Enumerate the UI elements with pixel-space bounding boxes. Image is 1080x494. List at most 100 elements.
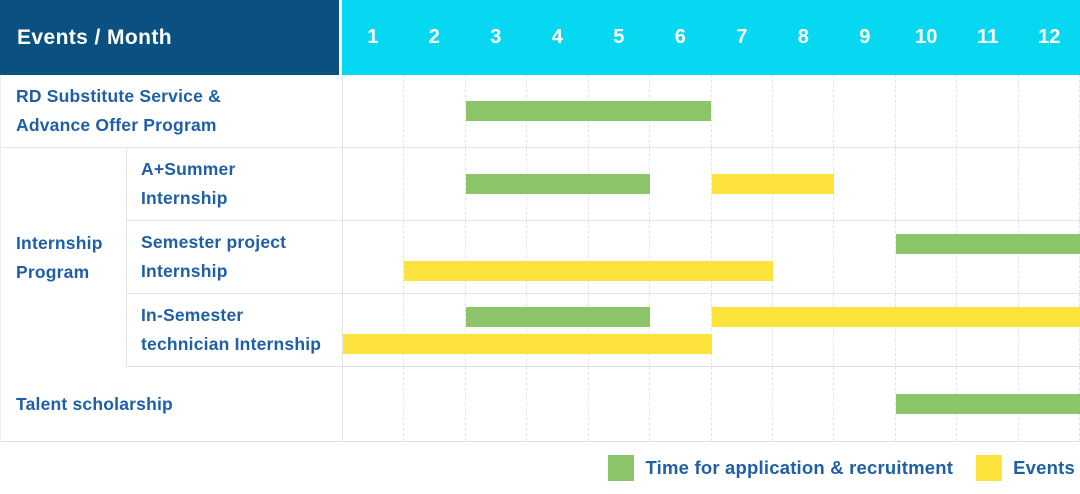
label-line: Internship [141,188,228,208]
month-gridline-cell [1019,221,1080,293]
application-period-bar [465,174,651,194]
month-gridline-cell [834,148,896,220]
label-line: Program [16,261,90,282]
month-gridline-cell [404,75,466,147]
month-gridline-cell [404,148,466,220]
label-line: Internship [16,232,103,253]
row-timeline [343,75,1080,147]
table-row: In-Semester technician Internship [127,294,1080,367]
row-label: Talent scholarship [1,367,343,441]
month-gridline-cell [773,221,835,293]
row-group-internship-program: Internship Program A+Summer Internship Semes… [1,148,1080,367]
month-gridline-cell [773,367,835,441]
row-label: In-Semester technician Internship [127,294,343,366]
month-gridline-cell [466,367,528,441]
month-header-cell: 7 [736,26,748,48]
legend-label-events: Events [1013,457,1075,478]
month-gridline-cell [343,221,405,293]
row-timeline [343,367,1080,441]
legend: Time for application & recruitment Event… [0,442,1080,494]
table-body: RD Substitute Service & Advance Offer Pro… [0,75,1080,442]
table-row: A+Summer Internship [127,148,1080,221]
month-gridline-cell [527,221,589,293]
month-gridline-cell [773,75,835,147]
row-timeline [343,221,1080,293]
application-period-bar [895,234,1080,254]
month-gridline-cell [1019,294,1080,366]
label-line: Talent scholarship [16,393,173,414]
event-period-bar [343,334,712,354]
month-gridline-cell [343,367,405,441]
month-gridline-cell [834,367,896,441]
month-gridline-cell [896,148,958,220]
month-header-cell: 2 [428,26,440,48]
label-line: Internship [141,261,228,281]
table-row: Semester project Internship [127,221,1080,294]
legend-swatch-events [976,455,1003,481]
month-gridline-cell [466,221,528,293]
month-gridline-cell [712,367,773,441]
month-gridline-cell [404,367,466,441]
row-label: A+Summer Internship [127,148,343,220]
month-gridline-cell [712,221,773,293]
month-header-cell: 1 [367,26,379,48]
event-period-bar [711,307,1080,327]
corner-header-cell: Events / Month [0,0,339,75]
month-gridline-cell [343,75,405,147]
month-gridline-cell [957,148,1019,220]
month-gridline-cell [650,367,712,441]
month-header-row: 1 2 3 4 5 6 7 8 9 10 11 12 [342,0,1080,75]
row-label: Semester project Internship [127,221,343,293]
month-gridline-cell [343,294,405,366]
table-row: RD Substitute Service & Advance Offer Pro… [1,75,1080,148]
month-header-cell: 6 [674,26,686,48]
month-gridline-cell [343,148,405,220]
month-gridline-cell [589,367,651,441]
event-period-bar [404,261,773,281]
month-gridline-cell [650,148,712,220]
legend-item-application: Time for application & recruitment [608,455,953,481]
legend-item-events: Events [976,455,1075,481]
month-header-cell: 8 [797,26,809,48]
month-gridline-cell [1019,148,1080,220]
application-period-bar [465,307,651,327]
month-gridline-cell [527,367,589,441]
label-line: Semester project [141,232,287,252]
table-row: Talent scholarship [1,367,1080,442]
group-label: Internship Program [1,148,127,367]
legend-label-application: Time for application & recruitment [645,457,954,478]
month-gridline-cell [650,221,712,293]
month-gridline-cell [834,75,896,147]
month-gridline-cell [896,75,958,147]
event-period-bar [711,174,835,194]
month-gridline-cell [404,221,466,293]
month-gridline-cell [773,294,835,366]
header-divider [339,0,342,75]
application-period-bar [465,101,712,121]
label-line: In-Semester [141,305,244,325]
month-gridline-cell [650,294,712,366]
month-gridline-cell [957,294,1019,366]
row-timeline [343,148,1080,220]
application-period-bar [895,394,1080,414]
month-gridline-cell [957,221,1019,293]
month-gridline-cell [404,294,466,366]
row-label: RD Substitute Service & Advance Offer Pro… [1,75,343,147]
month-gridline-cell [527,294,589,366]
label-line: RD Substitute Service & [16,86,221,106]
month-header-cell: 5 [613,26,625,48]
label-line: A+Summer [141,159,236,179]
month-header-cell: 12 [1038,26,1061,48]
month-gridline-cell [896,221,958,293]
month-header-cell: 3 [490,26,502,48]
group-sub-rows: A+Summer Internship Semester project Intern… [127,148,1080,367]
month-gridline-cell [712,75,773,147]
month-gridline-cell [957,75,1019,147]
month-gridline-cell [1019,75,1080,147]
label-line: Advance Offer Program [16,115,217,135]
month-gridline-cell [466,294,528,366]
month-gridline-cell [834,294,896,366]
month-gridline-cell [712,294,773,366]
legend-swatch-application [608,455,635,481]
